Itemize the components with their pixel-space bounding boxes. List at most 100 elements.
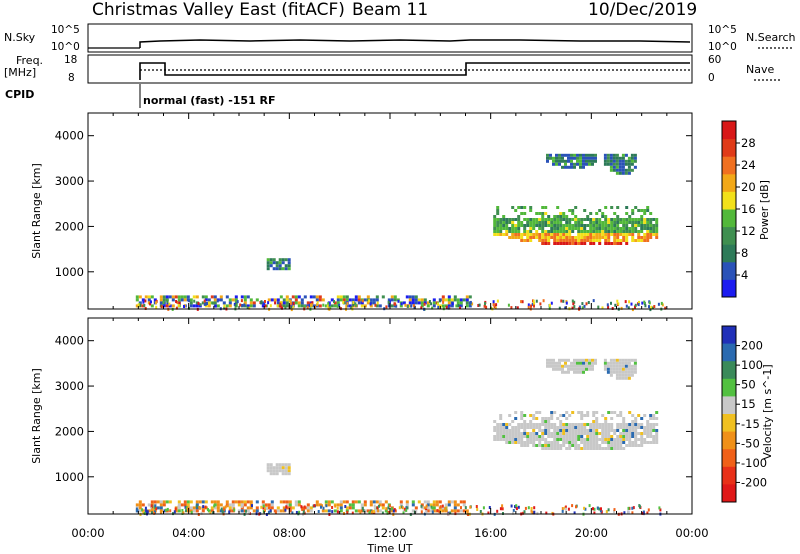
heatmap-cell	[631, 426, 635, 429]
heatmap-cell	[623, 511, 626, 515]
heatmap-cell	[249, 304, 253, 308]
heatmap-cell	[376, 506, 379, 510]
heatmap-cell	[529, 218, 533, 221]
heatmap-cell	[606, 370, 610, 374]
heatmap-cell	[505, 233, 509, 236]
heatmap-cell	[493, 218, 497, 221]
heatmap-cell	[549, 153, 552, 157]
heatmap-cell	[275, 469, 279, 473]
heatmap-cell	[399, 304, 403, 308]
heatmap-cell	[269, 472, 273, 476]
heatmap-cell	[591, 358, 594, 362]
heatmap-cell	[628, 444, 632, 447]
heatmap-cell	[580, 441, 584, 444]
heatmap-cell	[631, 441, 635, 444]
heatmap-cell	[577, 411, 581, 414]
heatmap-cell	[555, 361, 558, 365]
heatmap-cell	[591, 153, 594, 157]
heatmap-cell	[613, 230, 617, 233]
heatmap-cell	[177, 304, 180, 307]
heatmap-cell	[562, 224, 566, 227]
heatmap-cell	[542, 299, 545, 303]
heatmap-cell	[282, 506, 286, 510]
heatmap-cell	[583, 233, 587, 236]
beam-label: Beam 11	[352, 0, 428, 20]
heatmap-cell	[576, 370, 579, 374]
heatmap-cell	[517, 438, 521, 441]
heatmap-cell	[618, 159, 622, 163]
heatmap-cell	[613, 233, 617, 236]
heatmap-cell	[210, 295, 214, 299]
heatmap-cell	[599, 509, 602, 513]
heatmap-cell	[195, 301, 199, 305]
heatmap-cell	[595, 441, 599, 444]
heatmap-cell	[432, 301, 436, 305]
heatmap-cell	[520, 233, 524, 236]
date-label: 10/Dec/2019	[588, 0, 697, 20]
heatmap-cell	[621, 361, 625, 365]
heatmap-cell	[568, 221, 572, 224]
heatmap-cell	[649, 218, 653, 221]
heatmap-cell	[494, 306, 497, 310]
heatmap-cell	[301, 508, 304, 511]
heatmap-cell	[565, 447, 569, 450]
heatmap-cell	[336, 295, 340, 299]
heatmap-cell	[515, 504, 518, 508]
heatmap-cell	[541, 432, 545, 435]
heatmap-cell	[541, 239, 545, 242]
heatmap-cell	[610, 444, 614, 447]
heatmap-cell	[616, 426, 620, 429]
heatmap-cell	[604, 429, 608, 432]
heatmap-cell	[189, 500, 193, 504]
heatmap-cell	[553, 221, 557, 224]
heatmap-cell	[285, 298, 289, 302]
heatmap-cell	[423, 500, 427, 504]
heatmap-cell	[318, 298, 322, 302]
heatmap-cell	[207, 301, 211, 305]
y-tick-label: 2000	[55, 219, 84, 233]
heatmap-cell	[505, 221, 509, 224]
heatmap-cell	[553, 426, 557, 429]
heatmap-cell	[438, 500, 442, 504]
heatmap-cell	[478, 303, 481, 307]
heatmap-cell	[315, 500, 319, 504]
heatmap-cell	[168, 500, 172, 504]
heatmap-cell	[255, 500, 259, 504]
heatmap-cell	[581, 306, 584, 310]
heatmap-cell	[550, 414, 554, 417]
heatmap-cell	[203, 299, 206, 303]
heatmap-cell	[604, 206, 608, 209]
heatmap-cell	[632, 506, 635, 510]
x-tick-label: 00:00	[675, 526, 708, 540]
heatmap-cell	[192, 509, 196, 513]
heatmap-cell	[556, 230, 560, 233]
heatmap-cell	[573, 153, 576, 157]
heatmap-cell	[561, 364, 564, 368]
heatmap-cell	[628, 438, 632, 441]
heatmap-cell	[579, 358, 582, 362]
heatmap-cell	[375, 304, 379, 308]
heatmap-cell	[550, 224, 554, 227]
nsearch-tick-bottom: 10^0	[708, 41, 737, 53]
heatmap-cell	[535, 417, 539, 420]
heatmap-cell	[177, 509, 181, 513]
heatmap-cell	[532, 441, 536, 444]
heatmap-cell	[601, 438, 605, 441]
heatmap-cell	[281, 261, 285, 265]
heatmap-cell	[627, 159, 631, 163]
heatmap-cell	[630, 162, 634, 166]
heatmap-cell	[585, 302, 588, 306]
heatmap-cell	[652, 417, 656, 420]
heatmap-cell	[520, 206, 524, 209]
heatmap-cell	[210, 509, 214, 513]
heatmap-cell	[228, 506, 232, 510]
heatmap-cell	[315, 503, 319, 507]
heatmap-cell	[553, 438, 557, 441]
nsky-trace	[139, 39, 691, 48]
heatmap-cell	[556, 239, 560, 242]
heatmap-cell	[589, 438, 593, 441]
heatmap-cell	[499, 224, 503, 227]
heatmap-cell	[591, 162, 594, 166]
heatmap-cell	[508, 435, 512, 438]
